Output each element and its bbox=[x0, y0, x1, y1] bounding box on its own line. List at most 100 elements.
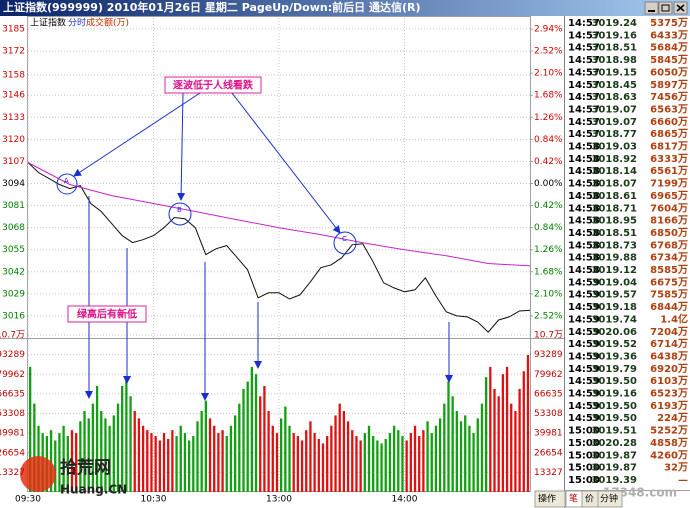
tick-time: 14:57 bbox=[568, 43, 600, 54]
volume-bar bbox=[29, 366, 32, 492]
y-tick-label: 93289 bbox=[0, 350, 25, 360]
volume-bar bbox=[95, 385, 99, 492]
volume-bar bbox=[489, 366, 492, 492]
tick-time: 14:59 bbox=[568, 314, 600, 325]
volume-bar bbox=[66, 436, 69, 492]
tick-volume: 7585万 bbox=[650, 289, 688, 301]
volume-bar bbox=[372, 436, 375, 492]
annotation-points bbox=[56, 173, 357, 255]
tick-time: 14:57 bbox=[568, 80, 600, 91]
volume-bar bbox=[213, 425, 216, 492]
y2-tick-label: 0.84% bbox=[534, 223, 563, 233]
volume-bar bbox=[150, 433, 153, 492]
tick-price: 3019.24 bbox=[591, 18, 637, 29]
tick-time: 14:59 bbox=[568, 302, 600, 313]
y-tick-label: 3107 bbox=[2, 157, 25, 167]
tick-volume: 6965万 bbox=[650, 190, 688, 202]
volume-bar bbox=[233, 415, 237, 492]
volume-bar bbox=[409, 433, 412, 492]
left-axis: 3185 3172 3158 3146 3133 3120 3107 3094 3081 3068… bbox=[0, 25, 25, 478]
chart-header: 分时 bbox=[68, 17, 86, 29]
tick-time: 14:59 bbox=[568, 389, 600, 400]
tick-volume: 6920万 bbox=[650, 363, 688, 375]
chart-header: 上证指数 bbox=[30, 17, 66, 29]
annotation: 绿高后有新低 bbox=[77, 308, 137, 321]
tick-price: 3019.51 bbox=[591, 426, 637, 437]
tick-volume: 8585万 bbox=[650, 264, 688, 276]
volume-bar bbox=[380, 443, 383, 492]
volume-bar bbox=[522, 371, 525, 492]
tick-price: 3018.51 bbox=[591, 43, 637, 54]
volume-bar bbox=[292, 433, 295, 492]
y-tick-label: 3158 bbox=[2, 70, 25, 80]
tick-price: 3020.28 bbox=[591, 438, 637, 449]
volume-bar bbox=[480, 403, 484, 492]
volume-bar bbox=[275, 433, 279, 492]
tick-volume: 6660万 bbox=[650, 116, 688, 128]
tab-label[interactable]: 笔 bbox=[569, 493, 578, 505]
tick-time: 14:59 bbox=[568, 376, 600, 387]
tick-volume: 6817万 bbox=[650, 141, 688, 153]
tab-label[interactable]: 价 bbox=[585, 494, 594, 505]
volume-bar bbox=[501, 374, 505, 492]
tick-time: 14:57 bbox=[568, 55, 600, 66]
volume-bar bbox=[246, 381, 249, 492]
tick-price: 3018.07 bbox=[591, 179, 637, 190]
tick-price: 3018.92 bbox=[591, 154, 637, 165]
volume-bar bbox=[309, 421, 312, 492]
window-buttons[interactable] bbox=[644, 1, 688, 15]
volume-bar bbox=[418, 436, 421, 492]
tick-time: 15:00 bbox=[568, 450, 600, 461]
tick-time: 14:59 bbox=[568, 413, 600, 424]
volume-bar bbox=[238, 403, 241, 492]
tick-volume: 5684万 bbox=[650, 42, 688, 54]
volume-bar bbox=[296, 436, 300, 492]
volume-bar bbox=[192, 436, 195, 492]
volume-bar bbox=[250, 366, 254, 492]
volume-bar bbox=[484, 377, 488, 492]
volume-bar bbox=[162, 433, 166, 492]
y-tick-label: 10.7万 bbox=[0, 331, 25, 341]
y-tick-label: 3068 bbox=[2, 223, 25, 233]
volume-bar bbox=[426, 421, 429, 492]
y-tick-label: 3120 bbox=[2, 135, 25, 145]
tab[interactable] bbox=[597, 490, 623, 508]
tick-time: 14:57 bbox=[568, 30, 600, 41]
tick-volume: 6563万 bbox=[650, 103, 688, 115]
volume-bar bbox=[221, 430, 224, 492]
tab[interactable] bbox=[534, 490, 566, 508]
volume-bar bbox=[476, 418, 479, 492]
tick-volume: 5252万 bbox=[650, 425, 688, 437]
tick-price: 3019.57 bbox=[591, 290, 637, 301]
tick-volume: 6193万 bbox=[650, 400, 688, 412]
volume-bar bbox=[133, 411, 136, 492]
chart-header: 成交额(万) bbox=[86, 17, 129, 29]
volume-bar bbox=[112, 415, 115, 492]
volume-bar bbox=[267, 411, 270, 492]
tick-time: 14:59 bbox=[568, 290, 600, 301]
tick-time: 14:58 bbox=[568, 154, 600, 165]
volume-bar bbox=[91, 403, 95, 492]
tick-volume: 224万 bbox=[657, 412, 688, 424]
watermark: 拾荒网 bbox=[60, 457, 111, 478]
volume-bar bbox=[284, 406, 287, 492]
volume-bar bbox=[288, 425, 291, 492]
volume-bar bbox=[70, 430, 74, 492]
volume-bar bbox=[363, 433, 366, 492]
volume-bar bbox=[171, 430, 174, 492]
tick-volume: 5897万 bbox=[650, 79, 688, 91]
tab-label[interactable]: 分钟 bbox=[600, 493, 618, 505]
tick-volume: 6050万 bbox=[650, 66, 688, 78]
volume-bar bbox=[514, 411, 517, 492]
tab-label[interactable]: 操作 bbox=[538, 493, 556, 505]
tick-price: 3019.88 bbox=[591, 253, 637, 264]
volume-bar bbox=[62, 425, 65, 492]
volume-bar bbox=[443, 403, 446, 492]
volume-bar bbox=[338, 403, 341, 492]
volume-bar bbox=[33, 403, 36, 492]
y2-tick-label: 1.68% bbox=[534, 91, 563, 101]
y-tick-label: 3081 bbox=[2, 201, 25, 211]
volume-bar bbox=[79, 421, 82, 492]
y2-tick-label: 0.42% bbox=[534, 201, 563, 211]
